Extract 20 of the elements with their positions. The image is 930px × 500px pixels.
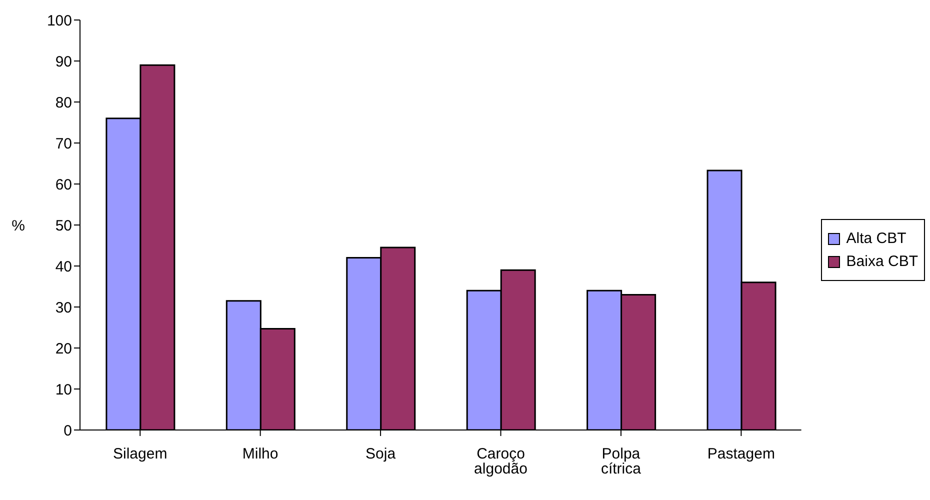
y-tick-label: 20	[55, 340, 72, 358]
y-tick-label: 40	[55, 258, 72, 276]
y-tick-label: 50	[55, 217, 72, 234]
y-tick-label: 10	[55, 381, 72, 398]
x-tick-label: Soja	[366, 446, 396, 463]
y-tick-label: 90	[55, 53, 72, 70]
y-tick-label: 80	[55, 94, 72, 112]
y-tick-label: 70	[55, 135, 72, 152]
y-axis-title: %	[12, 217, 25, 234]
x-tick-label: Pastagem	[707, 446, 775, 463]
y-tick-label: 60	[55, 176, 72, 194]
y-tick-label: 0	[64, 422, 72, 440]
x-tick-label: Silagem	[113, 446, 168, 463]
x-tick-label: Milho	[242, 446, 278, 463]
legend-label: Alta CBT	[846, 230, 906, 247]
x-tick-label: Caroço algodão	[474, 446, 528, 478]
y-tick-label: 30	[55, 299, 72, 316]
y-tick-label: 100	[46, 12, 72, 30]
legend-label: Baixa CBT	[846, 253, 918, 270]
x-tick-label: Polpa cítrica	[600, 446, 642, 478]
